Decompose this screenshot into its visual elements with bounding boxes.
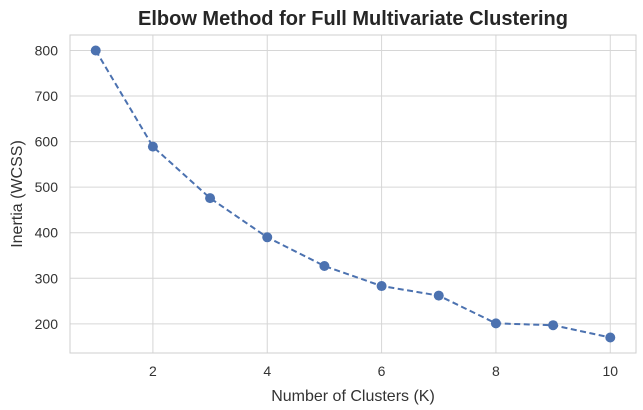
plot-frame bbox=[69, 34, 637, 354]
series-layer bbox=[90, 45, 616, 343]
chart-title: Elbow Method for Full Multivariate Clust… bbox=[138, 8, 568, 30]
x-tick-label: 8 bbox=[492, 363, 500, 379]
x-axis-ticks: 2 4 6 8 10 bbox=[149, 363, 618, 379]
data-point bbox=[90, 45, 101, 56]
y-tick-label: 700 bbox=[35, 88, 59, 104]
y-tick-label: 200 bbox=[35, 316, 59, 332]
x-tick-label: 4 bbox=[263, 363, 271, 379]
data-point bbox=[319, 260, 330, 271]
data-point bbox=[433, 290, 444, 301]
data-point bbox=[262, 232, 273, 243]
data-point bbox=[548, 320, 559, 331]
x-tick-label: 6 bbox=[378, 363, 386, 379]
data-point bbox=[605, 332, 616, 343]
y-axis-ticks: 200 300 400 500 600 700 800 bbox=[35, 42, 59, 331]
x-tick-label: 10 bbox=[602, 363, 618, 379]
y-tick-label: 500 bbox=[35, 179, 59, 195]
y-axis-label: Inertia (WCSS) bbox=[9, 140, 26, 248]
data-point bbox=[376, 281, 387, 292]
y-tick-label: 800 bbox=[35, 42, 59, 58]
data-point bbox=[490, 318, 501, 329]
series-line bbox=[94, 49, 611, 339]
y-tick-label: 600 bbox=[35, 134, 59, 150]
x-tick-label: 2 bbox=[149, 363, 157, 379]
data-point bbox=[205, 193, 216, 204]
data-point bbox=[147, 141, 158, 152]
y-tick-label: 400 bbox=[35, 225, 59, 241]
y-tick-label: 300 bbox=[35, 270, 59, 286]
x-axis-label: Number of Clusters (K) bbox=[271, 388, 435, 405]
grid-lines bbox=[70, 35, 636, 353]
